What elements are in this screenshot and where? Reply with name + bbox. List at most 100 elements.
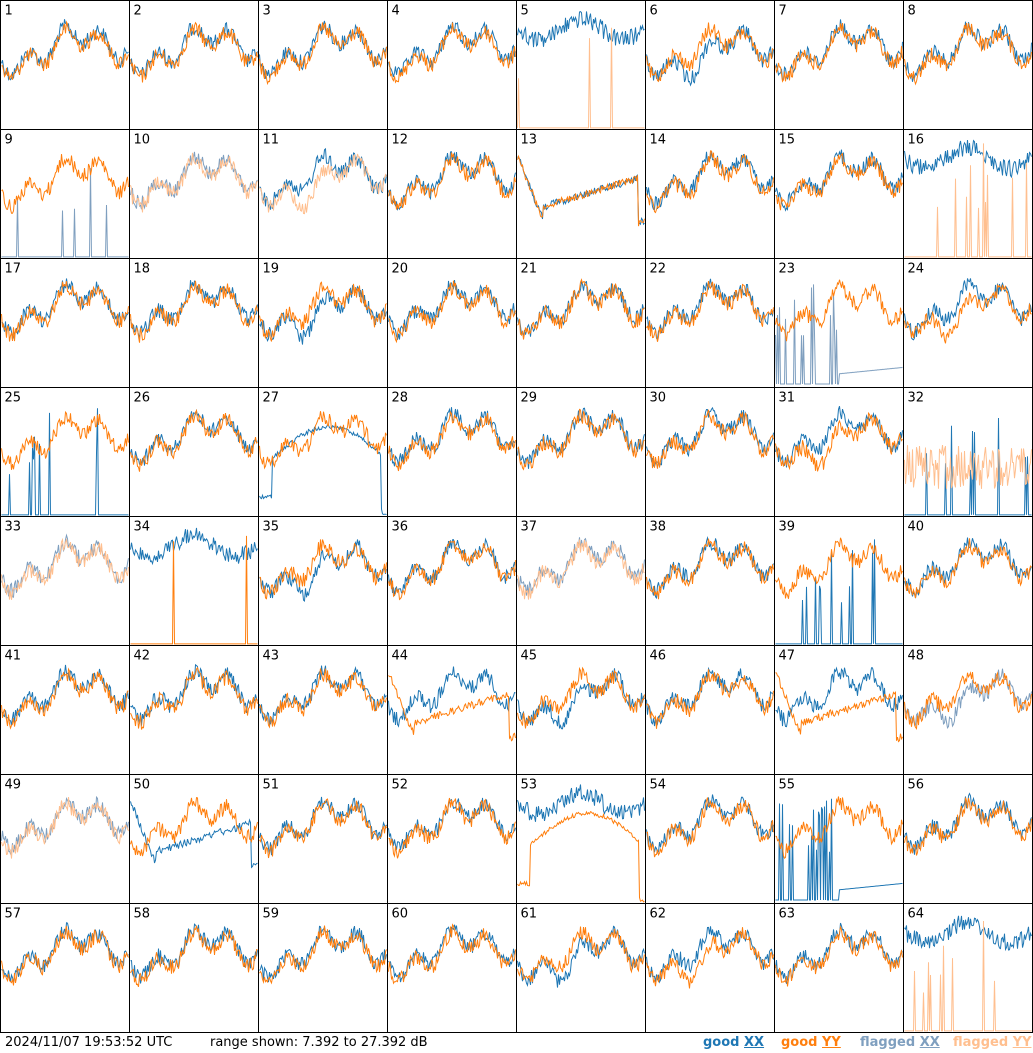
panel-label: 31	[779, 391, 796, 406]
panel-label: 42	[134, 649, 151, 664]
panel-40: 40	[903, 516, 1033, 646]
panel-label: 55	[779, 778, 796, 793]
panel-label: 32	[908, 391, 925, 406]
series-yy-panel-19	[259, 281, 387, 342]
series-xx-panel-35	[259, 539, 387, 603]
series-xx-panel-55	[775, 798, 903, 901]
legend-flagged-yy-pol: YY	[1012, 1035, 1032, 1050]
panel-56: 56	[903, 774, 1033, 904]
series-xx-panel-38	[646, 535, 774, 600]
panel-label: 57	[5, 907, 22, 922]
panel-label: 41	[5, 649, 22, 664]
panel-62: 62	[645, 903, 775, 1033]
panel-label: 58	[134, 907, 151, 922]
panel-label: 3	[263, 4, 271, 19]
panel-label: 14	[650, 133, 667, 148]
series-yy-panel-59	[259, 925, 387, 985]
series-yy-panel-41	[1, 667, 129, 730]
series-yy-panel-28	[388, 410, 516, 472]
panel-frame	[774, 645, 904, 775]
series-xx-panel-48	[904, 668, 1032, 729]
panel-label: 36	[392, 520, 409, 535]
series-xx-panel-46	[646, 666, 774, 727]
series-yy-panel-39	[775, 537, 903, 599]
panel-7: 7	[774, 0, 904, 130]
series-yy-panel-4	[388, 22, 516, 84]
panel-label: 11	[263, 133, 280, 148]
panel-label: 27	[263, 391, 280, 406]
panel-label: 6	[650, 4, 658, 19]
panel-30: 30	[645, 387, 775, 517]
series-yy-panel-57	[1, 925, 129, 986]
range-text: range shown: 7.392 to 27.392 dB	[210, 1035, 428, 1050]
panel-label: 44	[392, 649, 409, 664]
series-xx-panel-25	[1, 408, 129, 516]
panel-label: 40	[908, 520, 925, 535]
legend-flagged-xx-word: flagged	[860, 1035, 916, 1050]
series-yy-panel-30	[646, 409, 774, 469]
panel-label: 63	[779, 907, 796, 922]
panel-29: 29	[516, 387, 646, 517]
legend-good-xx-word: good	[703, 1035, 740, 1050]
panel-label: 52	[392, 778, 409, 793]
series-yy-panel-48	[904, 671, 1032, 731]
panel-label: 16	[908, 133, 925, 148]
panel-6: 6	[645, 0, 775, 130]
panel-label: 8	[908, 4, 916, 19]
panel-3: 3	[258, 0, 388, 130]
series-yy-panel-45	[517, 666, 645, 729]
series-xx-panel-47	[775, 666, 903, 728]
series-yy-panel-16	[904, 143, 1032, 258]
panel-frame	[645, 387, 775, 517]
panel-label: 64	[908, 907, 925, 922]
panel-34: 34	[129, 516, 259, 646]
series-yy-panel-22	[646, 281, 774, 342]
panel-15: 15	[774, 129, 904, 259]
panel-20: 20	[387, 258, 517, 388]
legend-good-xx: good XX	[703, 1035, 764, 1050]
panel-label: 47	[779, 649, 796, 664]
series-yy-panel-29	[517, 408, 645, 471]
series-yy-panel-54	[646, 797, 774, 858]
panel-label: 43	[263, 649, 280, 664]
panel-label: 15	[779, 133, 796, 148]
series-yy-panel-35	[259, 539, 387, 600]
panel-label: 38	[650, 520, 667, 535]
panel-label: 37	[521, 520, 538, 535]
series-xx-panel-22	[646, 278, 774, 341]
series-xx-panel-16	[904, 139, 1032, 179]
panel-label: 22	[650, 262, 667, 277]
series-yy-panel-14	[646, 150, 774, 214]
series-yy-panel-47	[775, 672, 903, 743]
panel-label: 24	[908, 262, 925, 277]
panel-31: 31	[774, 387, 904, 517]
panel-54: 54	[645, 774, 775, 904]
series-xx-panel-51	[259, 796, 387, 856]
panel-label: 12	[392, 133, 409, 148]
panel-frame	[0, 129, 130, 259]
panel-52: 52	[387, 774, 517, 904]
series-yy-panel-56	[904, 797, 1032, 856]
series-xx-panel-44	[388, 666, 516, 728]
series-xx-panel-26	[130, 409, 258, 466]
series-yy-panel-62	[646, 927, 774, 989]
panel-8: 8	[903, 0, 1033, 130]
panel-label: 50	[134, 778, 151, 793]
timestamp-text: 2024/11/07 19:53:52 UTC	[5, 1035, 173, 1050]
series-yy-panel-63	[775, 925, 903, 987]
panel-44: 44	[387, 645, 517, 775]
panel-label: 25	[5, 391, 22, 406]
panel-label: 61	[521, 907, 538, 922]
series-yy-panel-51	[259, 798, 387, 859]
panel-13: 13	[516, 129, 646, 259]
series-yy-panel-26	[130, 408, 258, 472]
panel-33: 33	[0, 516, 130, 646]
series-xx-panel-64	[904, 915, 1032, 952]
series-yy-panel-32	[904, 445, 1032, 489]
panel-45: 45	[516, 645, 646, 775]
panel-5: 5	[516, 0, 646, 130]
series-yy-panel-38	[646, 538, 774, 600]
panel-48: 48	[903, 645, 1033, 775]
series-xx-panel-5	[517, 11, 645, 48]
panel-label: 5	[521, 4, 529, 19]
